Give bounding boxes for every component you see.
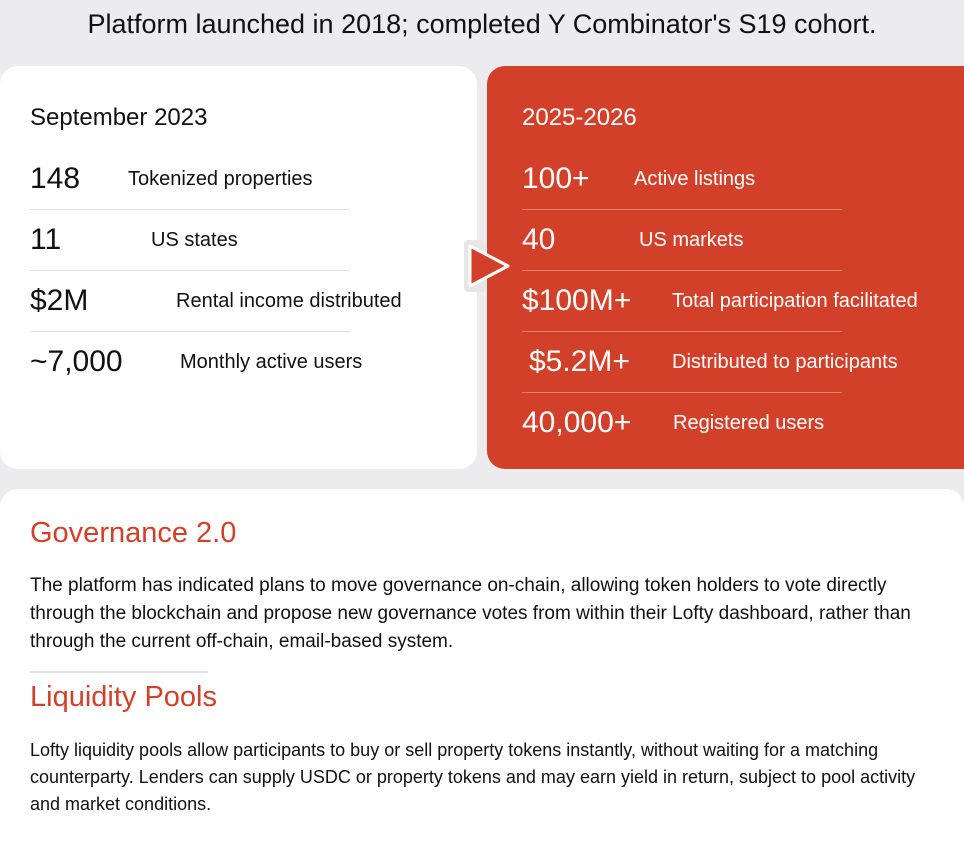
stat-label: Registered users: [673, 412, 825, 434]
section-title-governance: Governance 2.0: [30, 517, 237, 549]
stat-value: 40,000+: [522, 406, 632, 439]
stat-row: 100+ Active listings: [522, 164, 942, 224]
stat-row: 148 Tokenized properties: [30, 164, 350, 224]
divider: [30, 270, 350, 271]
stat-label: Monthly active users: [180, 351, 363, 373]
stat-value: ~7,000: [30, 345, 123, 378]
stat-label: Total participation facilitated: [672, 290, 918, 312]
stat-label: Tokenized properties: [128, 168, 313, 190]
divider: [522, 270, 842, 271]
stats-card-2025-2026: 2025-2026 100+ Active listings 40 US mar…: [487, 66, 964, 469]
stat-value: $5.2M+: [529, 345, 630, 378]
divider: [30, 209, 350, 210]
initiatives-card: Governance 2.0 The platform has indicate…: [0, 489, 964, 850]
stats-card-september-2023: September 2023 148 Tokenized properties …: [0, 66, 477, 469]
stat-row: $100M+ Total participation facilitated: [522, 286, 962, 346]
divider: [30, 331, 350, 332]
section-divider: [30, 671, 208, 673]
section-title-liquidity-pools: Liquidity Pools: [30, 681, 217, 713]
stat-row: $2M Rental income distributed: [30, 286, 430, 346]
stat-value: 11: [30, 223, 62, 256]
stat-label: US markets: [639, 229, 744, 251]
stat-label: Rental income distributed: [176, 290, 402, 312]
stat-value: 148: [30, 162, 81, 195]
stat-row: 40,000+ Registered users: [522, 408, 942, 468]
divider: [522, 209, 842, 210]
section-body-liquidity-pools: Lofty liquidity pools allow participants…: [30, 740, 916, 814]
stat-label: Distributed to participants: [672, 351, 898, 373]
stat-label: US states: [151, 229, 238, 251]
card-title: September 2023: [30, 104, 208, 131]
play-arrow-icon: [464, 240, 510, 292]
stat-row: 11 US states: [30, 225, 350, 285]
stat-value: $100M+: [522, 284, 632, 317]
stat-row: 40 US markets: [522, 225, 942, 285]
stat-value: 40: [522, 223, 556, 256]
stat-row: $5.2M+ Distributed to participants: [529, 347, 949, 407]
page-headline: Platform launched in 2018; completed Y C…: [87, 8, 877, 39]
divider: [522, 331, 842, 332]
stat-value: 100+: [522, 162, 590, 195]
stat-label: Active listings: [634, 168, 756, 190]
stat-value: $2M: [30, 284, 89, 317]
section-body-governance: The platform has indicated plans to move…: [30, 575, 911, 652]
stat-row: ~7,000 Monthly active users: [30, 347, 430, 407]
card-title: 2025-2026: [522, 104, 637, 131]
divider: [522, 392, 842, 393]
